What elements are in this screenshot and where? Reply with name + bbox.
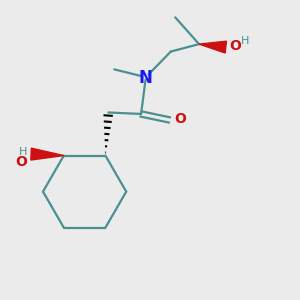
- Text: O: O: [174, 112, 186, 126]
- Polygon shape: [31, 148, 64, 160]
- Text: H: H: [241, 35, 250, 46]
- Polygon shape: [199, 41, 226, 53]
- Text: N: N: [139, 69, 152, 87]
- Text: O: O: [229, 39, 241, 52]
- Text: H: H: [19, 147, 28, 157]
- Text: O: O: [16, 155, 28, 170]
